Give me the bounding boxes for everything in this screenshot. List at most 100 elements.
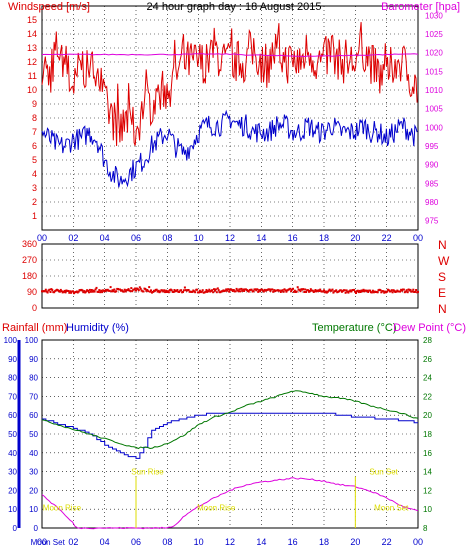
direction-point (357, 291, 360, 294)
direction-point (135, 289, 137, 292)
direction-point (161, 289, 164, 292)
direction-point (349, 289, 352, 292)
direction-point (305, 291, 308, 293)
temperature-tick-label: 18 (423, 430, 432, 439)
direction-point (293, 289, 296, 292)
axes-direction: 0 N 90 E 180 S 270 W 360 N (22, 238, 450, 316)
direction-point (230, 288, 233, 291)
x-tick-label: 12 (225, 233, 235, 243)
humidity-axis-label: Humidity (%) (66, 322, 129, 334)
temperature-tick-label: 20 (423, 411, 432, 420)
compass-label: N (438, 302, 447, 316)
direction-point (58, 290, 61, 293)
x-tick-label: 20 (350, 537, 360, 547)
direction-point (353, 288, 356, 291)
direction-point (314, 289, 317, 291)
humidity-tick-label: 0 (34, 524, 39, 533)
direction-point (355, 292, 357, 294)
rain-tick-label: 0 (13, 524, 18, 533)
direction-point (390, 289, 393, 292)
direction-point (170, 289, 173, 292)
temperature-tick-label: 28 (423, 336, 432, 345)
y-right-tick-label: 985 (425, 179, 439, 188)
direction-point (347, 291, 350, 294)
barometer-line (41, 53, 419, 58)
direction-point (124, 290, 127, 293)
direction-point (232, 289, 235, 291)
direction-point (70, 291, 73, 294)
direction-tick-label: 0 (32, 303, 37, 313)
direction-point (307, 289, 309, 292)
dewpoint-axis-label: Dew Point (°C) (393, 322, 466, 334)
direction-point (147, 290, 150, 293)
direction-point (196, 288, 199, 291)
temperature-tick-label: 24 (423, 374, 432, 383)
direction-point (303, 291, 306, 293)
direction-point (411, 290, 414, 293)
x-tick-label: 14 (256, 233, 266, 243)
rain-tick-label: 90 (8, 355, 17, 364)
direction-point (83, 290, 86, 293)
direction-point (67, 290, 70, 292)
direction-point (205, 289, 208, 291)
direction-point (59, 288, 62, 291)
direction-point (176, 289, 179, 291)
rain-tick-label: 30 (8, 468, 17, 477)
direction-point (322, 290, 325, 293)
direction-point (308, 290, 311, 292)
direction-point (242, 288, 245, 291)
direction-point (281, 289, 284, 292)
direction-point (122, 290, 125, 293)
direction-point (344, 291, 347, 294)
rain-tick-label: 60 (8, 411, 17, 420)
direction-point (237, 290, 240, 293)
direction-point (262, 290, 265, 293)
rainfall-axis-label: Rainfall (mm) (2, 322, 67, 334)
humidity-tick-label: 90 (29, 355, 38, 364)
direction-point (292, 287, 294, 290)
direction-point (49, 291, 52, 293)
direction-point (359, 291, 362, 293)
axes-windspeed: 00 02 04 06 08 10 12 14 16 18 20 22 0012345678910111… (27, 11, 443, 243)
direction-point (296, 286, 299, 289)
direction-tick-label: 270 (22, 255, 37, 265)
x-tick-label: 06 (131, 233, 141, 243)
direction-point (417, 290, 419, 293)
direction-point (271, 288, 274, 291)
humidity-tick-label: 80 (29, 374, 38, 383)
direction-point (269, 289, 272, 292)
direction-point (130, 287, 133, 290)
direction-point (412, 288, 415, 291)
humidity-tick-label: 40 (29, 449, 38, 458)
direction-point (391, 291, 394, 294)
direction-point (201, 289, 204, 292)
x-tick-label: 06 (131, 537, 141, 547)
direction-point (227, 288, 230, 291)
y-right-tick-label: 1010 (425, 86, 443, 95)
direction-point (370, 291, 373, 294)
direction-point (376, 291, 379, 294)
y-tick-label: 4 (32, 169, 37, 179)
direction-point (356, 289, 359, 292)
direction-point (295, 290, 298, 293)
compass-label: W (438, 254, 450, 268)
direction-point (238, 288, 241, 291)
direction-point (173, 289, 176, 291)
direction-point (180, 289, 183, 292)
direction-point (127, 288, 130, 291)
direction-point (153, 290, 156, 293)
direction-point (256, 288, 259, 291)
direction-point (214, 289, 216, 292)
direction-point (138, 286, 141, 289)
direction-point (298, 289, 301, 292)
direction-point (155, 288, 158, 291)
sun-moon-annotations: Moon Rise Sun Rise Moon Rise Sun Set Moon Se… (31, 468, 410, 547)
x-tick-label: 00 (37, 233, 47, 243)
annotation-label: Moon Set (31, 538, 66, 547)
direction-point (129, 290, 132, 293)
direction-point (215, 291, 218, 294)
direction-point (268, 288, 271, 291)
direction-point (99, 291, 102, 294)
wind-gust-line (41, 22, 418, 147)
